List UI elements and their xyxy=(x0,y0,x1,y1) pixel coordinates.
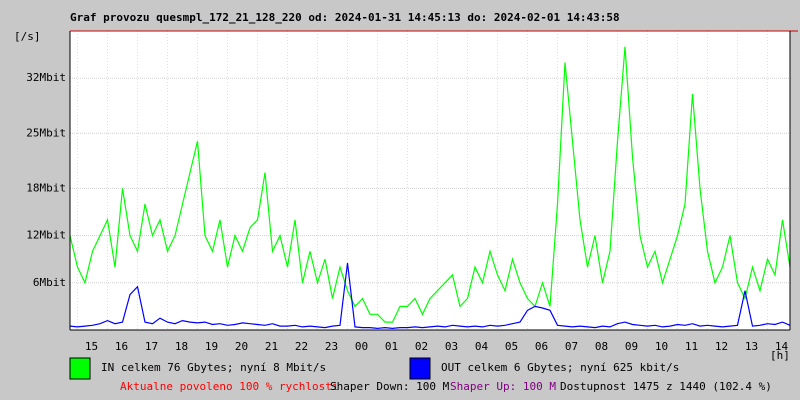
y-tick-label: 12Mbit xyxy=(26,229,66,242)
x-tick-label: 15 xyxy=(85,340,98,353)
footer-note: Dostupnost 1475 z 1440 (102.4 %) xyxy=(560,380,772,393)
legend-swatch xyxy=(409,357,431,380)
x-tick-label: 01 xyxy=(385,340,398,353)
x-tick-label: 19 xyxy=(205,340,218,353)
x-tick-label: 08 xyxy=(595,340,608,353)
x-tick-label: 23 xyxy=(325,340,338,353)
x-tick-label: 22 xyxy=(295,340,308,353)
footer-note: Shaper Up: 100 M xyxy=(450,380,556,393)
legend-swatch xyxy=(69,357,91,380)
footer-note: Aktualne povoleno 100 % rychlosti xyxy=(120,380,339,393)
legend-label: IN celkem 76 Gbytes; nyní 8 Mbit/s xyxy=(101,361,326,374)
x-tick-label: 16 xyxy=(115,340,128,353)
x-tick-label: 14 xyxy=(775,340,789,353)
x-tick-label: 10 xyxy=(655,340,668,353)
y-axis-label: [/s] xyxy=(14,30,41,43)
x-tick-label: 17 xyxy=(145,340,158,353)
x-axis-label: [h] xyxy=(770,349,790,362)
x-tick-label: 12 xyxy=(715,340,728,353)
x-tick-label: 03 xyxy=(445,340,458,353)
x-tick-label: 21 xyxy=(265,340,278,353)
x-tick-label: 11 xyxy=(685,340,698,353)
y-tick-label: 25Mbit xyxy=(26,126,66,139)
x-tick-label: 06 xyxy=(535,340,548,353)
x-tick-label: 18 xyxy=(175,340,188,353)
y-tick-label: 6Mbit xyxy=(33,276,66,289)
x-tick-label: 02 xyxy=(415,340,428,353)
x-tick-label: 20 xyxy=(235,340,248,353)
legend-label: OUT celkem 6 Gbytes; nyní 625 kbit/s xyxy=(441,361,679,374)
series-line xyxy=(69,263,791,330)
x-tick-label: 05 xyxy=(505,340,518,353)
y-tick-label: 18Mbit xyxy=(26,181,66,194)
plot-area xyxy=(70,31,790,330)
series-line xyxy=(69,46,791,323)
chart-title: Graf provozu quesmpl_172_21_128_220 od: … xyxy=(70,11,620,24)
y-tick-label: 32Mbit xyxy=(26,71,66,84)
x-tick-label: 13 xyxy=(745,340,758,353)
footer-note: Shaper Down: 100 M xyxy=(330,380,450,393)
x-tick-label: 00 xyxy=(355,340,368,353)
x-tick-label: 07 xyxy=(565,340,578,353)
x-tick-label: 04 xyxy=(475,340,489,353)
x-tick-label: 09 xyxy=(625,340,638,353)
